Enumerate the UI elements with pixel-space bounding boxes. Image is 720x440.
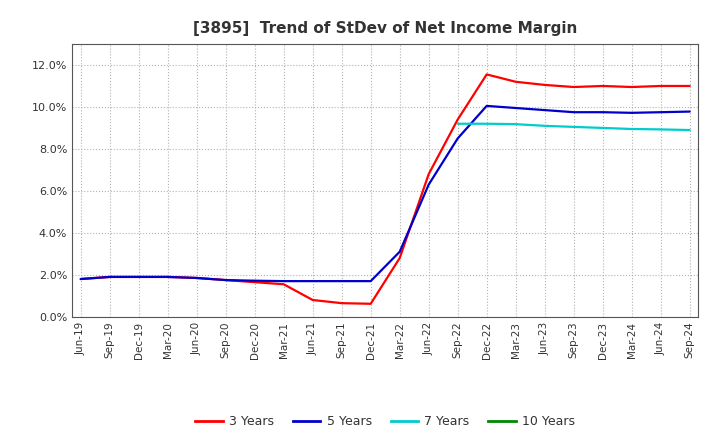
Legend: 3 Years, 5 Years, 7 Years, 10 Years: 3 Years, 5 Years, 7 Years, 10 Years	[191, 411, 580, 433]
Title: [3895]  Trend of StDev of Net Income Margin: [3895] Trend of StDev of Net Income Marg…	[193, 21, 577, 36]
